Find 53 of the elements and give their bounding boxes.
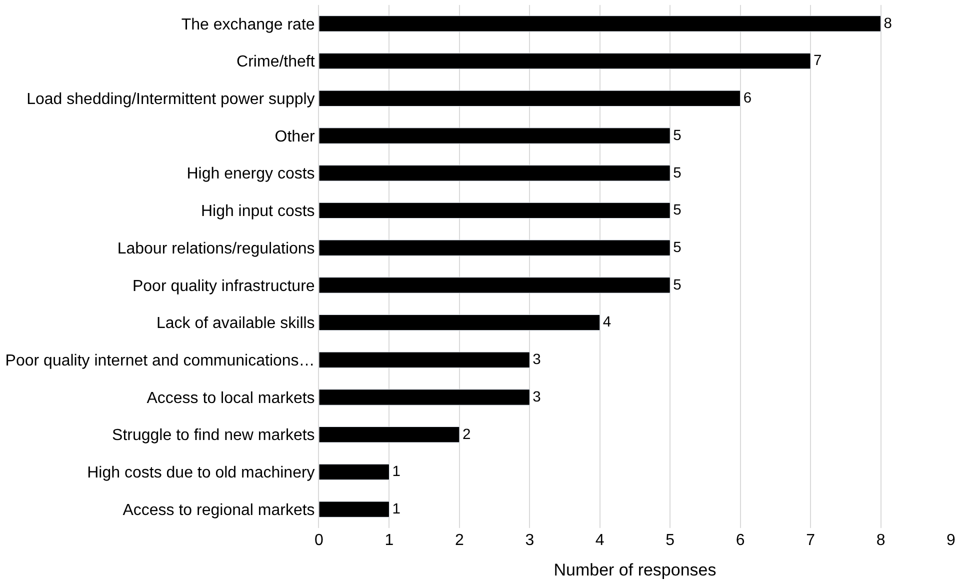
y-tick-label: Access to local markets: [146, 390, 315, 407]
data-label: 5: [673, 277, 682, 294]
y-tick-label: Load shedding/Intermittent power supply: [26, 90, 315, 108]
bar: [319, 352, 530, 368]
bar: [319, 389, 530, 406]
bar: [319, 426, 460, 443]
data-label: 6: [743, 90, 752, 107]
y-tick-label: Poor quality infrastructure: [132, 278, 315, 295]
x-tick-label: 6: [736, 532, 745, 549]
x-tick-label: 4: [595, 532, 604, 549]
bar: [319, 240, 670, 256]
x-tick-label: 3: [525, 532, 534, 549]
y-tick-label: High energy costs: [186, 166, 315, 183]
data-label: 1: [392, 501, 400, 518]
data-label: 5: [673, 202, 682, 219]
data-label: 5: [673, 128, 682, 144]
x-tick-label: 2: [454, 532, 464, 549]
bar: [319, 165, 670, 182]
data-label: 3: [532, 389, 541, 406]
data-label: 3: [532, 352, 541, 368]
y-tick-label: Poor quality internet and communications…: [5, 352, 315, 370]
bar: [319, 501, 390, 518]
bar: [319, 16, 882, 32]
data-label: 5: [673, 240, 682, 256]
y-tick-label: Crime/theft: [236, 54, 316, 71]
bar: [319, 314, 600, 331]
bar: [319, 128, 670, 144]
data-label: 4: [602, 314, 612, 331]
x-axis-title: Number of responses: [554, 560, 716, 580]
x-tick-label: 7: [806, 532, 816, 549]
x-tick-label: 9: [946, 532, 956, 549]
data-label: 1: [392, 464, 400, 480]
bar: [319, 90, 741, 106]
x-tick-label: 1: [384, 532, 394, 549]
y-tick-label: Lack of available skills: [156, 315, 315, 332]
bar: [319, 52, 811, 70]
data-label: 7: [814, 53, 822, 70]
data-label: 2: [462, 426, 471, 443]
y-tick-label: Access to regional markets: [122, 502, 315, 519]
y-tick-label: High input costs: [200, 203, 315, 220]
x-tick-label: 5: [666, 532, 675, 549]
data-label: 8: [884, 16, 892, 32]
y-tick-label: High costs due to old machinery: [87, 464, 315, 482]
y-tick-label: Struggle to find new markets: [112, 427, 315, 444]
y-tick-label: Labour relations/regulations: [117, 240, 315, 258]
x-tick-label: 8: [876, 532, 886, 549]
bar: [319, 464, 390, 480]
y-tick-label: The exchange rate: [181, 16, 315, 34]
data-label: 5: [673, 165, 682, 182]
bar: [319, 277, 670, 294]
y-tick-label: Other: [274, 128, 316, 146]
bar: [319, 202, 670, 219]
x-tick-label: 0: [314, 532, 324, 549]
